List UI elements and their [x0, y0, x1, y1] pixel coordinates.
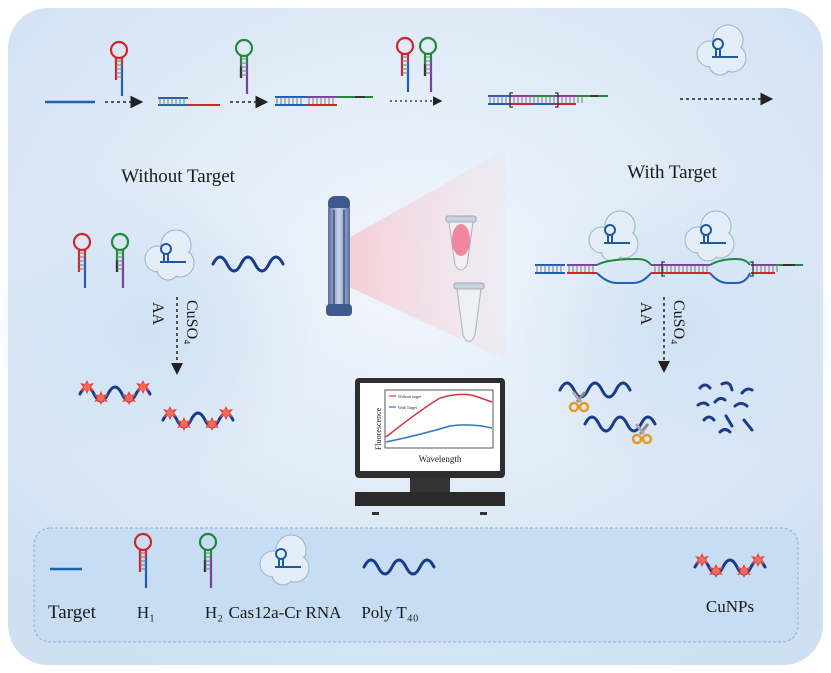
with-target-panel: CuSO₄ AA — [535, 210, 803, 445]
computer-monitor: Without target With Target Fluorescence … — [355, 378, 505, 515]
fluorescence-spectrum-chart: Without target With Target Fluorescence … — [374, 389, 494, 464]
tube-with-fluorescence — [445, 215, 477, 271]
hcr-duplex-bound — [535, 257, 803, 284]
series-without-target — [385, 393, 493, 438]
target-h1-duplex — [158, 97, 220, 106]
legend-item-cunps: CuNPs — [695, 553, 765, 616]
chart-ylabel: Fluorescence — [374, 407, 383, 450]
chart-legend-with-target: With Target — [398, 405, 418, 410]
reagent-cuso4: CuSO₄ — [670, 300, 687, 345]
chart-xlabel: Wavelength — [419, 454, 462, 464]
series-with-target — [385, 424, 493, 443]
legend-label-poly-t40: Poly T₄₀ — [361, 603, 418, 622]
reagent-aa: AA — [149, 302, 166, 326]
legend-label-h1: H₁ — [137, 603, 155, 622]
legend-label-cas12a: Cas12a-Cr RNA — [229, 603, 343, 622]
hcr-long-duplex — [488, 92, 608, 108]
chart-legend-without-target: Without target — [398, 394, 422, 399]
legend-label-target: Target — [48, 602, 97, 623]
heading-without-target: Without Target — [121, 166, 236, 187]
legend-box: Target H₁ H₂ Cas12a-Cr RNA Poly T₄₀ CuNP… — [33, 527, 799, 643]
hcr-assembly-row — [45, 24, 774, 109]
legend-item-h2: H₂ — [198, 532, 223, 622]
legend-item-cas12a: Cas12a-Cr RNA — [229, 534, 343, 622]
reagent-cuso4: CuSO₄ — [183, 300, 200, 345]
target-h1-h2-duplex — [275, 96, 373, 106]
without-target-panel: CuSO₄ AA — [72, 229, 285, 431]
reagent-aa: AA — [637, 302, 654, 326]
uv-lamp — [326, 196, 352, 316]
legend-label-h2: H₂ — [205, 603, 223, 622]
cleaved-fragments — [696, 381, 754, 434]
legend-item-target: Target — [48, 567, 97, 623]
tube-without-fluorescence — [453, 282, 485, 342]
legend-item-h1: H₁ — [133, 532, 155, 622]
right-glow — [510, 170, 831, 490]
background-panel — [8, 8, 823, 665]
legend-item-poly-t40: Poly T₄₀ — [361, 558, 436, 622]
heading-with-target: With Target — [627, 162, 717, 183]
legend-label-cunps: CuNPs — [706, 597, 754, 616]
